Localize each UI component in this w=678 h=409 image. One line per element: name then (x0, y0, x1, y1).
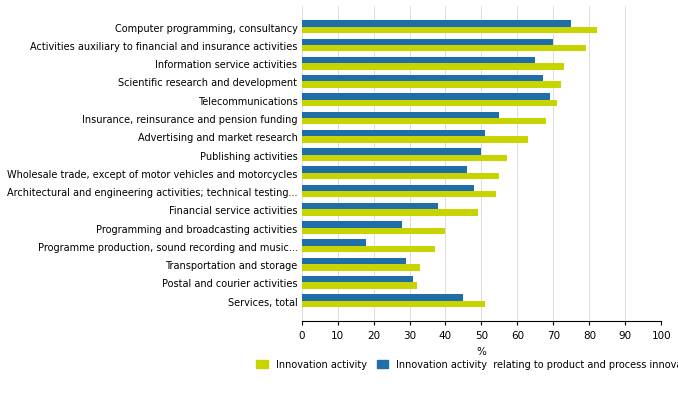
Legend: Innovation activity, Innovation activity  relating to product and process innova: Innovation activity, Innovation activity… (253, 356, 678, 373)
Bar (302, 76, 542, 82)
Bar (302, 21, 572, 28)
Bar (302, 46, 586, 52)
X-axis label: %: % (477, 346, 486, 356)
Bar (302, 265, 420, 271)
Bar (302, 283, 417, 289)
Bar (302, 101, 557, 107)
Bar (302, 228, 445, 234)
Bar (302, 82, 561, 89)
Bar (302, 301, 485, 307)
Bar (302, 155, 506, 162)
Bar (302, 28, 597, 34)
Bar (302, 191, 496, 198)
Bar (302, 240, 366, 246)
Bar (302, 258, 406, 265)
Bar (302, 185, 474, 191)
Bar (302, 112, 500, 119)
Bar (302, 246, 435, 253)
Bar (302, 173, 500, 180)
Bar (302, 210, 478, 216)
Bar (302, 276, 413, 283)
Bar (302, 149, 481, 155)
Bar (302, 222, 402, 228)
Bar (302, 119, 546, 125)
Bar (302, 167, 467, 173)
Bar (302, 39, 553, 46)
Bar (302, 137, 528, 143)
Bar (302, 130, 485, 137)
Bar (302, 64, 564, 70)
Bar (302, 203, 438, 210)
Bar (302, 58, 536, 64)
Bar (302, 94, 550, 101)
Bar (302, 294, 464, 301)
